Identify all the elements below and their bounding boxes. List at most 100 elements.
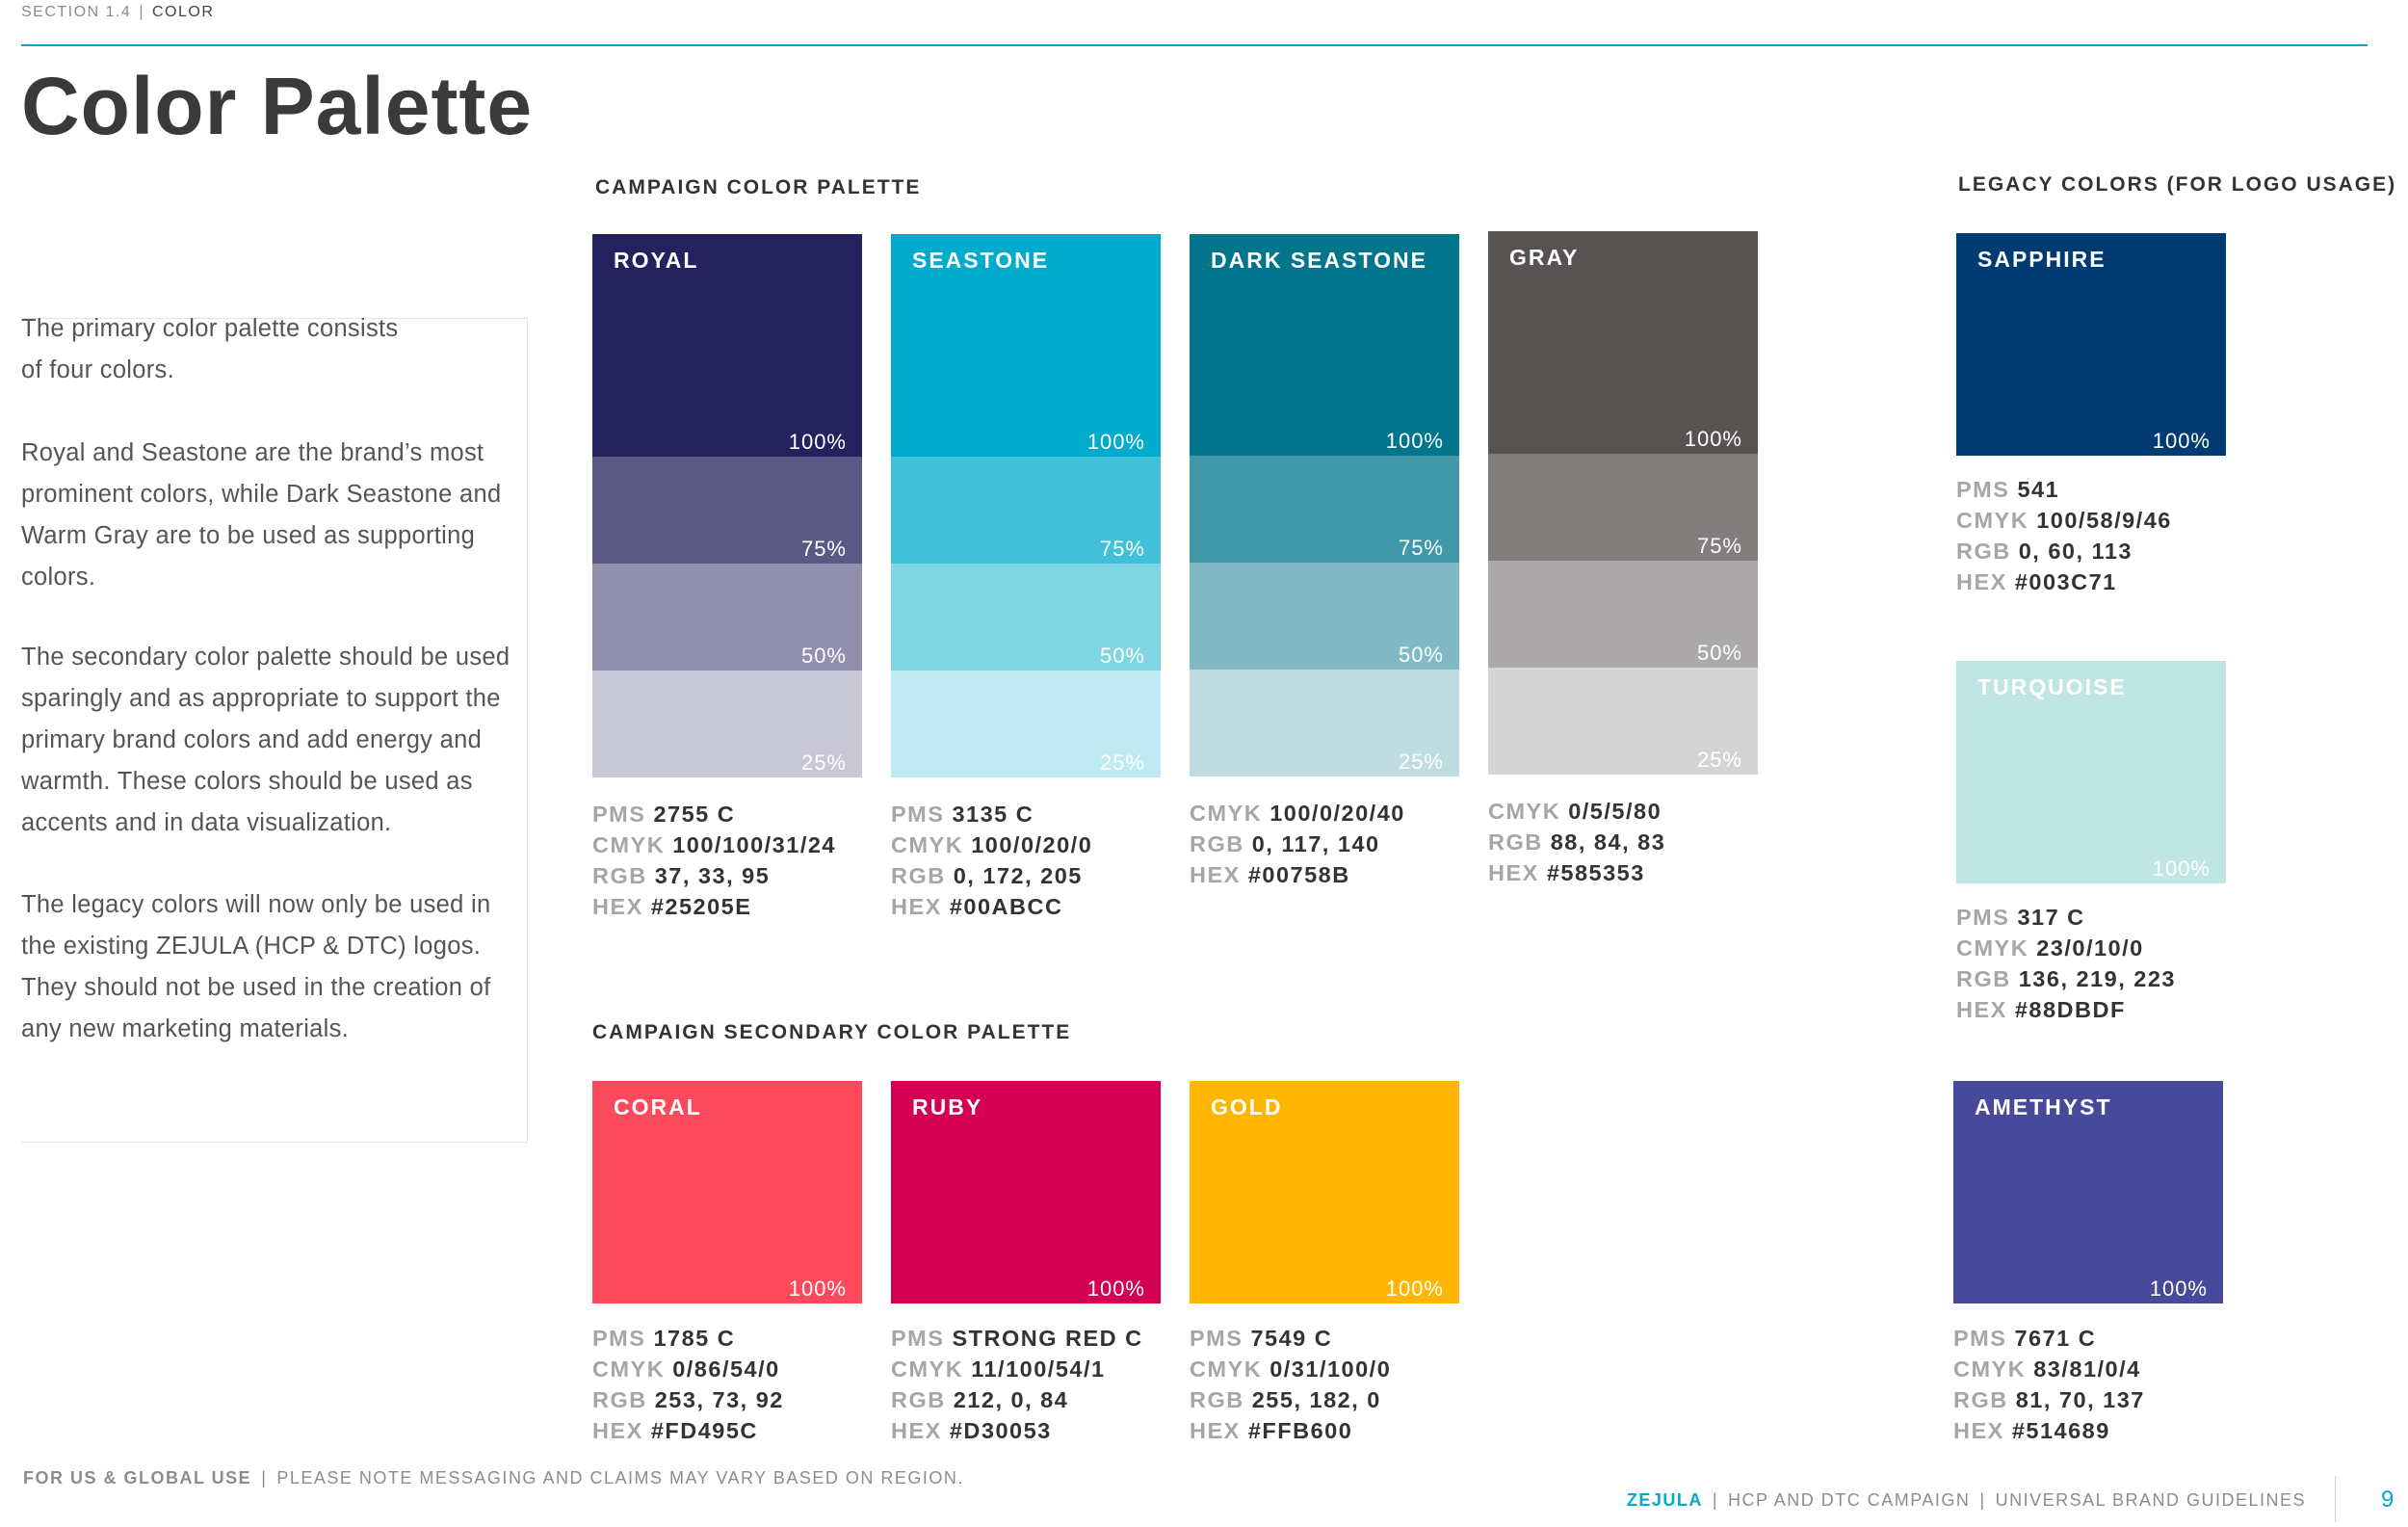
spec-line: PMS 1785 C — [592, 1326, 736, 1351]
page-number: 9 — [2381, 1487, 2395, 1513]
spec-line: HEX #D30053 — [891, 1418, 1052, 1443]
spec-line: RGB 81, 70, 137 — [1953, 1387, 2145, 1412]
tint-sapphire-100: SAPPHIRE 100% — [1956, 233, 2226, 456]
footer-note: PLEASE NOTE MESSAGING AND CLAIMS MAY VAR… — [276, 1468, 964, 1488]
tint-dark-seastone-25: 25% — [1190, 670, 1459, 777]
spec-line: HEX #FD495C — [592, 1418, 758, 1443]
tint-label: 75% — [800, 537, 847, 561]
spec-line: RGB 0, 60, 113 — [1956, 539, 2133, 564]
swatch-name: RUBY — [912, 1094, 983, 1119]
section-number: SECTION 1.4 — [21, 4, 132, 20]
tint-label: 100% — [788, 1277, 847, 1301]
spec-line: RGB 0, 117, 140 — [1190, 831, 1380, 856]
spec-line: CMYK 23/0/10/0 — [1956, 935, 2144, 961]
tint-gray-75: 75% — [1488, 454, 1758, 561]
tint-label: 25% — [800, 750, 847, 775]
spec-line: PMS 3135 C — [891, 802, 1034, 827]
tint-label: 25% — [1398, 750, 1444, 774]
specs-ruby: PMS STRONG RED C CMYK 11/100/54/1 RGB 212, … — [891, 1323, 1143, 1446]
tint-label: 50% — [800, 644, 847, 668]
tint-dark-seastone-100: DARK SEASTONE 100% — [1190, 234, 1459, 456]
tint-gold-100: GOLD 100% — [1190, 1081, 1459, 1303]
section-current: COLOR — [151, 4, 215, 20]
spec-line: HEX #003C71 — [1956, 569, 2117, 594]
spec-line: CMYK 83/81/0/4 — [1953, 1356, 2141, 1382]
swatch-name: AMETHYST — [1975, 1094, 2112, 1119]
footer-guidelines: UNIVERSAL BRAND GUIDELINES — [1995, 1490, 2306, 1510]
spec-line: HEX #88DBDF — [1956, 997, 2126, 1022]
spec-line: PMS 317 C — [1956, 905, 2085, 930]
specs-gold: PMS 7549 C CMYK 0/31/100/0 RGB 255, 182, 0 … — [1190, 1323, 1391, 1446]
specs-amethyst: PMS 7671 C CMYK 83/81/0/4 RGB 81, 70, 137 H… — [1953, 1323, 2145, 1446]
campaign-palette-heading: CAMPAIGN COLOR PALETTE — [595, 176, 922, 198]
tint-label: 100% — [1385, 1277, 1444, 1301]
spec-line: CMYK 0/86/54/0 — [592, 1356, 780, 1382]
swatch-turquoise: TURQUOISE 100% — [1956, 661, 2226, 883]
intro-frame — [21, 318, 528, 1143]
spec-line: CMYK 100/100/31/24 — [592, 832, 836, 857]
spec-line: RGB 253, 73, 92 — [592, 1387, 784, 1412]
swatch-dark-seastone: DARK SEASTONE 100% 75% 50% 25% — [1190, 234, 1459, 777]
intro-paragraph-2: Royal and Seastone are the brand’s most … — [21, 439, 502, 591]
swatch-name: SAPPHIRE — [1977, 247, 2107, 272]
specs-royal: PMS 2755 C CMYK 100/100/31/24 RGB 37, 33, 9… — [592, 799, 836, 922]
swatch-seastone: SEASTONE 100% 75% 50% 25% — [891, 234, 1161, 777]
specs-sapphire: PMS 541 CMYK 100/58/9/46 RGB 0, 60, 113 HEX… — [1956, 474, 2172, 597]
tint-seastone-100: SEASTONE 100% — [891, 234, 1161, 457]
swatch-amethyst: AMETHYST 100% — [1953, 1081, 2223, 1303]
footer-brand-line: ZEJULA | HCP AND DTC CAMPAIGN | UNIVERSAL BR… — [1627, 1490, 2306, 1511]
spec-line: CMYK 0/31/100/0 — [1190, 1356, 1392, 1382]
tint-royal-100: ROYAL 100% — [592, 234, 862, 457]
tint-dark-seastone-50: 50% — [1190, 563, 1459, 670]
intro-paragraph-1: The primary color palette consists of fo… — [21, 315, 399, 383]
specs-gray: CMYK 0/5/5/80 RGB 88, 84, 83 HEX #585353 — [1488, 796, 1665, 888]
swatch-name: TURQUOISE — [1977, 674, 2127, 699]
footer-usage: FOR US & GLOBAL USE — [23, 1468, 252, 1488]
intro-paragraph-3: The secondary color palette should be us… — [21, 644, 510, 836]
swatch-name: ROYAL — [614, 248, 699, 273]
tint-ruby-100: RUBY 100% — [891, 1081, 1161, 1303]
spec-line: HEX #585353 — [1488, 860, 1645, 885]
swatch-gray: GRAY 100% 75% 50% 25% — [1488, 231, 1758, 775]
tint-turquoise-100: TURQUOISE 100% — [1956, 661, 2226, 883]
footer-brand: ZEJULA — [1626, 1490, 1703, 1510]
tint-label: 25% — [1696, 748, 1742, 772]
swatch-coral: CORAL 100% — [592, 1081, 862, 1303]
tint-label: 100% — [2152, 856, 2211, 881]
tint-seastone-50: 50% — [891, 564, 1161, 671]
spec-line: CMYK 100/58/9/46 — [1956, 508, 2172, 533]
swatch-sapphire: SAPPHIRE 100% — [1956, 233, 2226, 456]
tint-royal-75: 75% — [592, 457, 862, 564]
tint-label: 100% — [2149, 1277, 2208, 1301]
tint-label: 100% — [2152, 429, 2211, 453]
tint-label: 100% — [1086, 430, 1145, 454]
spec-line: RGB 136, 219, 223 — [1956, 966, 2176, 991]
spec-line: CMYK 11/100/54/1 — [891, 1356, 1106, 1382]
tint-label: 75% — [1398, 536, 1444, 560]
section-breadcrumb: SECTION 1.4 | COLOR — [21, 4, 214, 21]
spec-line: HEX #25205E — [592, 894, 752, 919]
tint-label: 75% — [1696, 534, 1742, 558]
specs-turquoise: PMS 317 C CMYK 23/0/10/0 RGB 136, 219, 223 … — [1956, 902, 2176, 1025]
spec-line: PMS 2755 C — [592, 802, 736, 827]
swatch-name: GRAY — [1509, 245, 1580, 270]
tint-coral-100: CORAL 100% — [592, 1081, 862, 1303]
tint-gray-50: 50% — [1488, 561, 1758, 668]
swatch-name: DARK SEASTONE — [1211, 248, 1427, 273]
spec-line: RGB 88, 84, 83 — [1488, 829, 1666, 855]
spec-line: RGB 37, 33, 95 — [592, 863, 771, 888]
tint-label: 50% — [1099, 644, 1145, 668]
footer-usage-note: FOR US & GLOBAL USE | PLEASE NOTE MESSAGIN… — [23, 1468, 964, 1488]
footer-separator: | — [1712, 1490, 1719, 1510]
tint-label: 100% — [1086, 1277, 1145, 1301]
tint-amethyst-100: AMETHYST 100% — [1953, 1081, 2223, 1303]
footer-campaign: HCP AND DTC CAMPAIGN — [1728, 1490, 1971, 1510]
spec-line: HEX #514689 — [1953, 1418, 2110, 1443]
tint-seastone-75: 75% — [891, 457, 1161, 564]
tint-royal-25: 25% — [592, 671, 862, 777]
spec-line: PMS STRONG RED C — [891, 1326, 1143, 1351]
tint-gray-100: GRAY 100% — [1488, 231, 1758, 454]
tint-label: 50% — [1398, 643, 1444, 667]
swatch-name: CORAL — [614, 1094, 702, 1119]
tint-label: 25% — [1099, 750, 1145, 775]
